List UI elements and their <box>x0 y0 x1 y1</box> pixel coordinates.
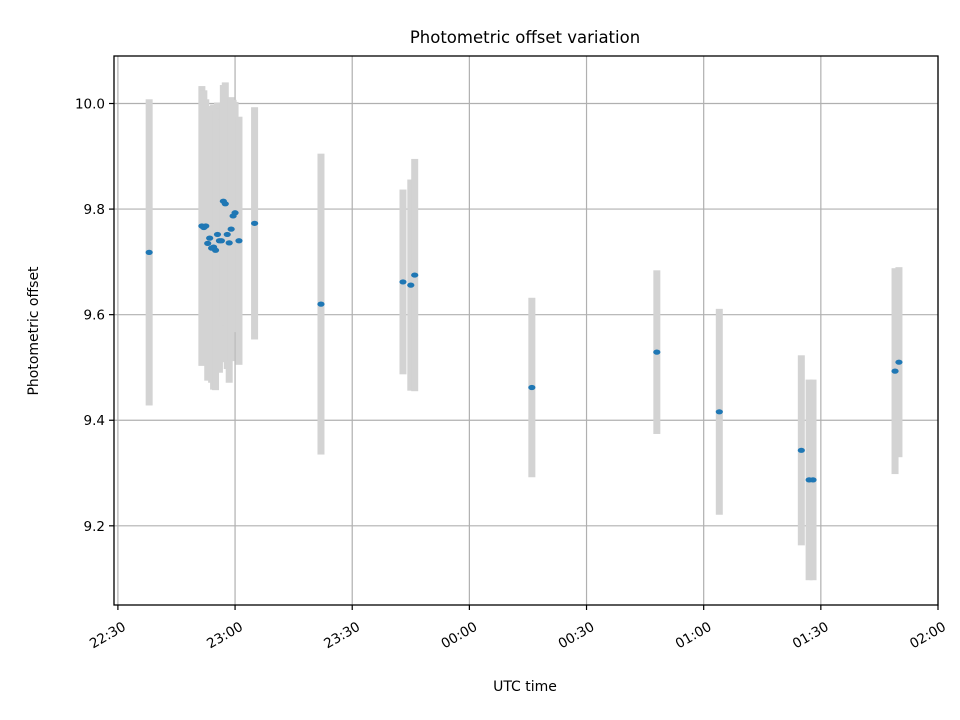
data-points <box>145 198 903 483</box>
data-point <box>235 238 243 244</box>
data-point <box>250 220 259 226</box>
data-point <box>204 240 212 246</box>
y-tick-label: 9.4 <box>84 413 105 429</box>
data-point <box>217 238 225 244</box>
y-tick-label: 10.0 <box>75 97 105 113</box>
data-point <box>528 384 536 391</box>
data-point <box>227 226 235 232</box>
data-point <box>206 235 214 241</box>
data-point <box>411 272 419 278</box>
x-axis-label: UTC time <box>493 679 557 695</box>
data-point <box>399 279 407 285</box>
data-point <box>231 210 239 216</box>
y-axis-label: Photometric offset <box>26 266 42 396</box>
data-point <box>715 409 723 415</box>
data-point <box>145 249 153 255</box>
data-point <box>895 359 903 365</box>
y-tick-label: 9.6 <box>84 308 105 324</box>
data-point <box>225 240 233 246</box>
chart-title: Photometric offset variation <box>410 28 640 47</box>
data-point <box>797 447 805 453</box>
data-point <box>213 231 222 238</box>
y-tick-label: 9.2 <box>84 519 105 535</box>
data-point <box>809 477 817 483</box>
y-axis-ticks: 9.2 9.4 9.6 9.8 10.0 <box>75 97 114 535</box>
data-point <box>407 282 415 288</box>
data-point <box>891 368 899 374</box>
data-point <box>317 301 325 307</box>
data-point <box>223 231 231 238</box>
data-point <box>211 247 220 253</box>
data-point <box>202 223 210 229</box>
y-tick-label: 9.8 <box>84 202 105 218</box>
data-point <box>653 349 661 355</box>
data-point <box>221 201 229 207</box>
plot-frame <box>113 55 939 606</box>
